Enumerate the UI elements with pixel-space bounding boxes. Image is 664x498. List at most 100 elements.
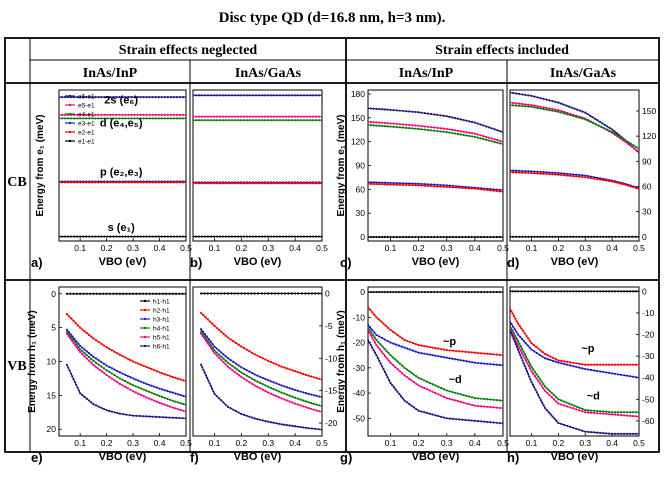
series-point xyxy=(264,358,267,361)
series-point xyxy=(590,363,593,366)
series-point xyxy=(423,379,426,382)
series-point xyxy=(227,235,231,238)
series-point xyxy=(242,377,246,380)
series-point xyxy=(524,342,527,345)
series-point xyxy=(496,129,499,132)
series-point xyxy=(215,354,218,357)
series-point xyxy=(77,348,80,351)
series-point xyxy=(102,407,106,411)
series-point xyxy=(536,235,539,238)
series-point xyxy=(372,124,375,127)
series-point xyxy=(619,135,622,139)
series-point xyxy=(217,353,221,356)
series-point xyxy=(320,405,322,408)
series-point xyxy=(375,333,378,337)
series-point xyxy=(510,324,512,327)
series-point xyxy=(445,115,448,118)
series-point xyxy=(378,107,381,111)
series-point xyxy=(206,342,209,345)
series-point xyxy=(631,363,635,366)
series-point xyxy=(215,94,219,97)
series-point xyxy=(405,123,408,126)
series-point xyxy=(541,355,544,358)
series-point xyxy=(539,107,542,110)
series-point xyxy=(72,341,75,344)
series-point xyxy=(236,115,240,118)
series-point xyxy=(433,126,436,129)
series-point xyxy=(112,96,115,99)
series-point xyxy=(287,94,291,97)
series-point xyxy=(267,359,270,362)
series-point xyxy=(563,360,566,363)
series-point xyxy=(501,142,503,146)
series-point xyxy=(425,345,429,348)
x-tick-label: 0.5 xyxy=(633,243,645,253)
series-point xyxy=(501,407,503,410)
series-point xyxy=(96,367,99,370)
series-point xyxy=(566,235,569,238)
series-point xyxy=(155,415,158,418)
series-point xyxy=(437,355,440,358)
series-point xyxy=(153,399,156,402)
series-point xyxy=(121,235,124,238)
series-point xyxy=(412,406,416,409)
series-line xyxy=(510,102,639,153)
series-point xyxy=(116,380,119,384)
series-point xyxy=(87,333,91,336)
series-point xyxy=(178,96,182,99)
series-point xyxy=(79,326,82,329)
series-point xyxy=(423,235,426,239)
series-point xyxy=(179,393,182,397)
series-point xyxy=(91,117,94,120)
series-point xyxy=(212,390,215,393)
series-point xyxy=(281,115,285,118)
series-point xyxy=(524,170,527,173)
series-point xyxy=(230,182,234,185)
series-point xyxy=(403,346,406,349)
series-point xyxy=(437,385,440,388)
series-point xyxy=(423,386,426,390)
series-point xyxy=(226,365,230,368)
series-point xyxy=(608,126,611,130)
series-point xyxy=(572,361,575,364)
series-point xyxy=(239,235,243,238)
series-point xyxy=(76,181,79,184)
series-point xyxy=(373,336,376,339)
series-point xyxy=(83,395,86,399)
series-point xyxy=(161,395,164,399)
series-point xyxy=(175,181,179,184)
series-point xyxy=(527,360,530,363)
series-point xyxy=(157,113,160,116)
series-point xyxy=(112,235,115,238)
series-point xyxy=(395,183,398,186)
series-point xyxy=(256,374,259,377)
series-point xyxy=(224,355,227,358)
series-point xyxy=(118,113,121,116)
series-point xyxy=(634,415,638,418)
series-point xyxy=(294,370,297,373)
series-point xyxy=(223,292,226,295)
x-axis-label: VBO (eV) xyxy=(551,256,599,268)
series-point xyxy=(184,403,186,406)
series-point xyxy=(637,150,639,154)
series-point xyxy=(59,113,61,116)
series-point xyxy=(423,125,426,128)
series-point xyxy=(194,235,198,238)
series-point xyxy=(439,130,442,133)
x-tick-label: 0.4 xyxy=(606,243,618,253)
plot-frame xyxy=(192,89,323,242)
series-point xyxy=(590,411,593,414)
series-point xyxy=(637,411,639,414)
series-point xyxy=(398,392,401,396)
series-point xyxy=(134,361,137,364)
x-axis-label: VBO (eV) xyxy=(99,451,147,463)
y-tick-label: 10 xyxy=(47,357,57,367)
series-point xyxy=(628,375,632,378)
series-point xyxy=(398,123,401,126)
series-point xyxy=(278,182,282,185)
series-point xyxy=(75,340,78,343)
series-point xyxy=(602,127,606,130)
series-point xyxy=(172,117,176,120)
series-point xyxy=(377,346,380,349)
